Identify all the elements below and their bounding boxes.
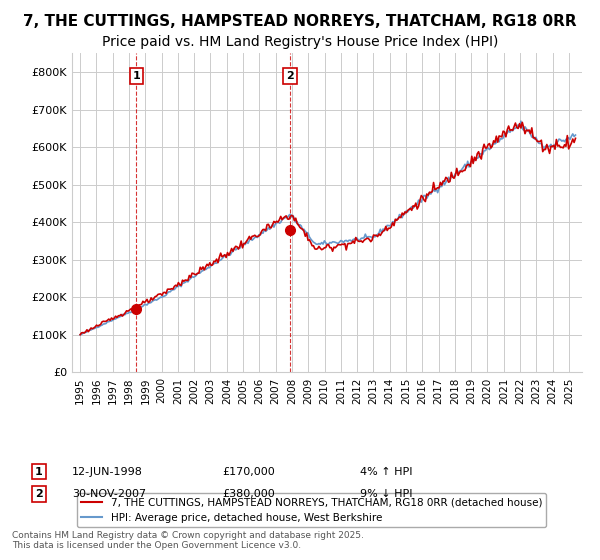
Text: 30-NOV-2007: 30-NOV-2007 [72,489,146,499]
Text: 7, THE CUTTINGS, HAMPSTEAD NORREYS, THATCHAM, RG18 0RR: 7, THE CUTTINGS, HAMPSTEAD NORREYS, THAT… [23,14,577,29]
Text: 2: 2 [35,489,43,499]
Text: 1: 1 [35,466,43,477]
Text: 2: 2 [286,71,294,81]
Text: 4% ↑ HPI: 4% ↑ HPI [360,466,413,477]
Text: £380,000: £380,000 [222,489,275,499]
Text: £170,000: £170,000 [222,466,275,477]
Text: 1: 1 [133,71,140,81]
Text: Price paid vs. HM Land Registry's House Price Index (HPI): Price paid vs. HM Land Registry's House … [102,35,498,49]
Text: 9% ↓ HPI: 9% ↓ HPI [360,489,413,499]
Legend: 7, THE CUTTINGS, HAMPSTEAD NORREYS, THATCHAM, RG18 0RR (detached house), HPI: Av: 7, THE CUTTINGS, HAMPSTEAD NORREYS, THAT… [77,493,546,527]
Text: Contains HM Land Registry data © Crown copyright and database right 2025.
This d: Contains HM Land Registry data © Crown c… [12,530,364,550]
Text: 12-JUN-1998: 12-JUN-1998 [72,466,143,477]
